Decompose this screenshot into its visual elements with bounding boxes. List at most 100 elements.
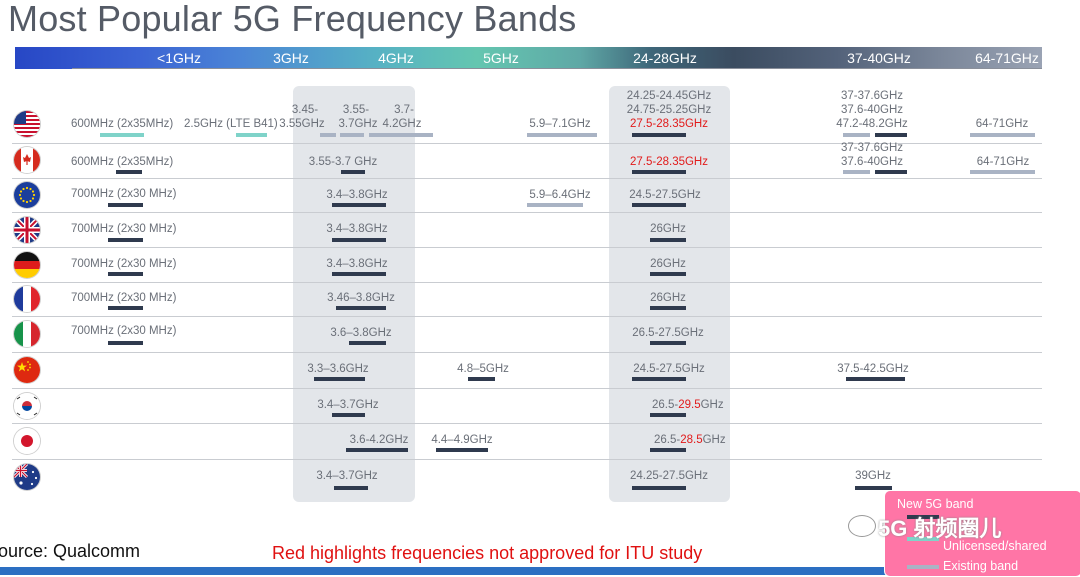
band-label: 26GHz: [650, 258, 686, 270]
row-divider: [12, 282, 1042, 283]
legend-box: New 5G band Unlicensed/shared Existing b…: [884, 490, 1080, 577]
band-label: 24.25-24.45GHz: [626, 90, 712, 102]
band-label: 3.4–3.8GHz: [326, 223, 388, 235]
row-divider: [12, 388, 1042, 389]
band-label-part: GHz: [702, 434, 726, 446]
watermark-text: 5G 射频圈儿: [878, 516, 1002, 541]
new-band-bar: [108, 306, 143, 310]
band-label: 3.55GHz: [279, 118, 325, 130]
china-flag-icon: [14, 357, 40, 383]
band-label-highlight: 27.5-28.35GHz: [630, 118, 708, 130]
band-label: 24.5-27.5GHz: [633, 363, 705, 375]
band-label-mixed: 26.5-28.5GHz: [654, 434, 726, 447]
new-band-bar: [650, 448, 686, 452]
scale-label-5ghz: 5GHz: [483, 50, 519, 66]
france-flag-icon: [14, 286, 40, 312]
existing-band-bar: [320, 133, 336, 137]
row-divider: [12, 423, 1042, 424]
shade-column-3-4ghz: [293, 86, 415, 502]
band-label: 37.6-40GHz: [840, 104, 904, 116]
band-label: 64-71GHz: [976, 156, 1030, 168]
existing-band-bar: [843, 133, 870, 137]
row-divider: [12, 247, 1042, 248]
band-label: 26GHz: [650, 223, 686, 235]
germany-flag-icon: [14, 252, 40, 278]
band-label: 47.2-48.2GHz: [836, 118, 908, 130]
band-label: 3.4–3.8GHz: [326, 258, 388, 270]
row-divider: [12, 352, 1042, 353]
source-caption: ource: Qualcomm: [0, 541, 141, 561]
band-label: 5.9–7.1GHz: [529, 118, 591, 130]
band-label: 3.55-3.7 GHz: [308, 156, 378, 168]
scale-label-sub1ghz: <1GHz: [157, 50, 201, 66]
band-label-part: GHz: [700, 399, 724, 411]
scale-label-37-40ghz: 37-40GHz: [847, 50, 911, 66]
new-band-bar: [875, 170, 907, 174]
band-label-mixed: 26.5-29.5GHz: [652, 399, 724, 412]
new-band-bar: [632, 170, 686, 174]
legend-unlicensed-swatch: [907, 537, 939, 541]
new-band-bar: [349, 341, 386, 345]
row-divider: [12, 178, 1042, 179]
new-band-bar: [436, 448, 488, 452]
new-band-bar: [116, 170, 142, 174]
band-label-highlight: 28.5: [680, 434, 703, 446]
new-band-bar: [632, 203, 686, 207]
band-label: 24.25-27.5GHz: [630, 470, 708, 482]
shade-column-24-28ghz: [609, 86, 730, 502]
band-label: 600MHz (2x35MHz): [71, 156, 174, 168]
new-band-bar: [875, 133, 907, 137]
page-title: Most Popular 5G Frequency Bands: [8, 0, 577, 39]
scale-underline: [72, 68, 1042, 69]
new-band-bar: [632, 133, 686, 137]
band-label: 700MHz (2x30 MHz): [71, 325, 177, 337]
band-label: 37.5-42.5GHz: [837, 363, 909, 375]
band-label: 26GHz: [650, 292, 686, 304]
band-label: 3.4–3.7GHz: [316, 470, 378, 482]
new-band-bar: [468, 377, 495, 381]
new-band-bar: [650, 306, 686, 310]
new-band-bar: [650, 272, 686, 276]
new-band-bar: [346, 448, 408, 452]
new-band-bar: [108, 272, 143, 276]
legend-new-swatch: [907, 515, 939, 519]
new-band-bar: [108, 341, 143, 345]
footer-rule: [0, 567, 1080, 575]
new-band-bar: [332, 203, 386, 207]
band-label: 4.2GHz: [382, 118, 422, 130]
band-label: 24.5-27.5GHz: [629, 189, 701, 201]
band-label: 3.55-: [342, 104, 370, 116]
new-band-bar: [332, 272, 386, 276]
band-label: 5.9–6.4GHz: [529, 189, 591, 201]
new-band-bar: [332, 238, 386, 242]
new-band-bar: [650, 341, 686, 345]
uk-flag-icon: [14, 217, 40, 243]
band-label: 37-37.6GHz: [840, 142, 904, 154]
existing-band-bar: [369, 133, 433, 137]
existing-band-bar: [970, 133, 1035, 137]
band-label: 39GHz: [855, 470, 891, 482]
band-label: 64-71GHz: [975, 118, 1029, 130]
new-band-bar: [336, 306, 386, 310]
wechat-icon: [848, 515, 876, 537]
band-label: 3.7-: [394, 104, 414, 116]
legend-existing-label: Existing band: [943, 559, 1019, 573]
band-label-part: 26.5-: [652, 399, 679, 411]
new-band-bar: [314, 377, 365, 381]
unlicensed-band-bar: [236, 133, 267, 137]
row-divider: [12, 212, 1042, 213]
new-band-bar: [846, 377, 905, 381]
legend-existing-swatch: [907, 565, 939, 569]
japan-flag-icon: [14, 428, 40, 454]
band-label: 26.5-27.5GHz: [632, 327, 704, 339]
new-band-bar: [108, 238, 143, 242]
new-band-bar: [341, 170, 365, 174]
scale-label-64-71ghz: 64-71GHz: [975, 50, 1039, 66]
band-label: 700MHz (2x30 MHz): [71, 188, 177, 200]
unlicensed-band-bar: [100, 133, 144, 137]
legend-new-label: New 5G band: [897, 497, 974, 511]
band-label-highlight: 29.5: [678, 399, 701, 411]
existing-band-bar: [527, 203, 583, 207]
highlight-note: Red highlights frequencies not approved …: [272, 543, 703, 563]
band-label: 4.8–5GHz: [457, 363, 509, 375]
